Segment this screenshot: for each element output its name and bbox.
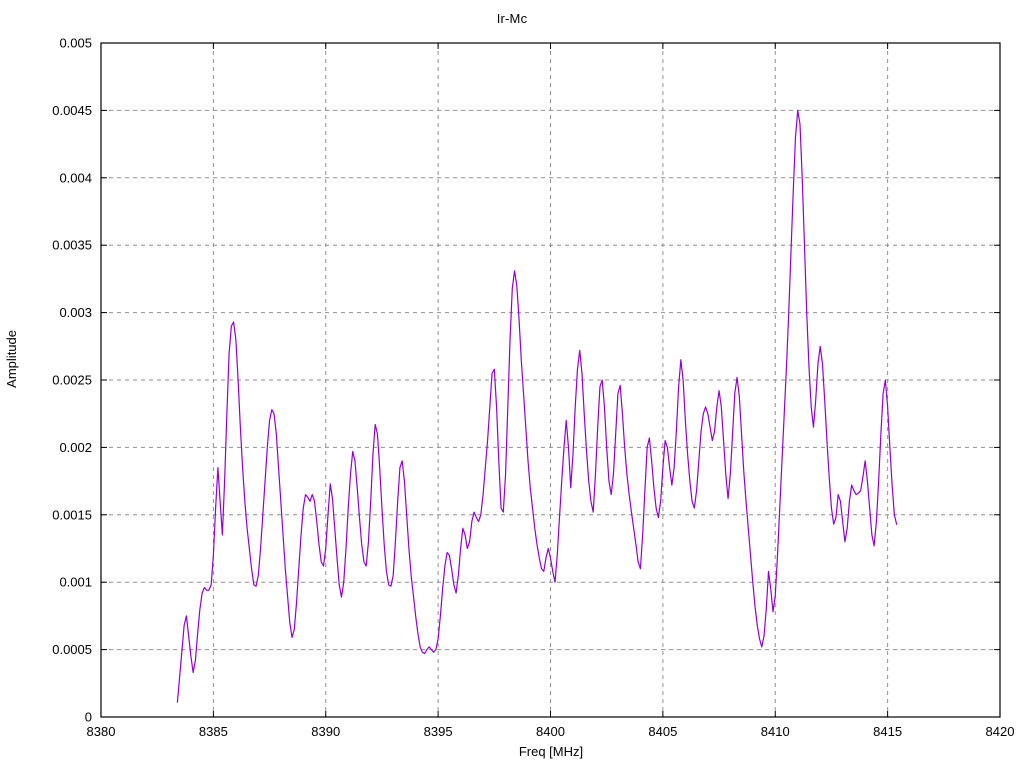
x-tick-label: 8380 <box>87 724 116 739</box>
x-axis-label: Freq [MHz] <box>518 744 584 759</box>
y-tick-label: 0.0045 <box>52 103 92 118</box>
x-tick-label: 8415 <box>873 724 902 739</box>
y-tick-label: 0 <box>85 710 92 725</box>
x-tick-label: 8400 <box>536 724 565 739</box>
y-tick-label: 0.0035 <box>52 238 92 253</box>
y-tick-label: 0.001 <box>59 575 92 590</box>
y-tick-label: 0.0015 <box>52 507 92 522</box>
y-tick-label: 0.0025 <box>52 373 92 388</box>
plot-frame <box>100 42 1001 718</box>
x-tick-label: 8385 <box>199 724 228 739</box>
x-tick-label: 8405 <box>648 724 677 739</box>
axis-ticks: 8380 8385 8390 8395 8400 8405 8410 8415 8420 0 0.0… <box>52 36 1014 740</box>
chart-title: Ir-Mc <box>496 11 528 26</box>
y-tick-label: 0.0005 <box>52 642 92 657</box>
y-tick-label: 0.003 <box>59 305 92 320</box>
x-tick-label: 8410 <box>761 724 790 739</box>
x-tick-label: 8390 <box>311 724 340 739</box>
x-tick-label: 8395 <box>424 724 453 739</box>
series-line <box>176 109 898 703</box>
x-tick-label: 8420 <box>986 724 1015 739</box>
gridlines <box>101 43 1000 717</box>
y-tick-label: 0.004 <box>59 170 92 185</box>
y-tick-label: 0.002 <box>59 440 92 455</box>
y-tick-label: 0.005 <box>59 36 92 51</box>
data-series <box>176 109 898 703</box>
